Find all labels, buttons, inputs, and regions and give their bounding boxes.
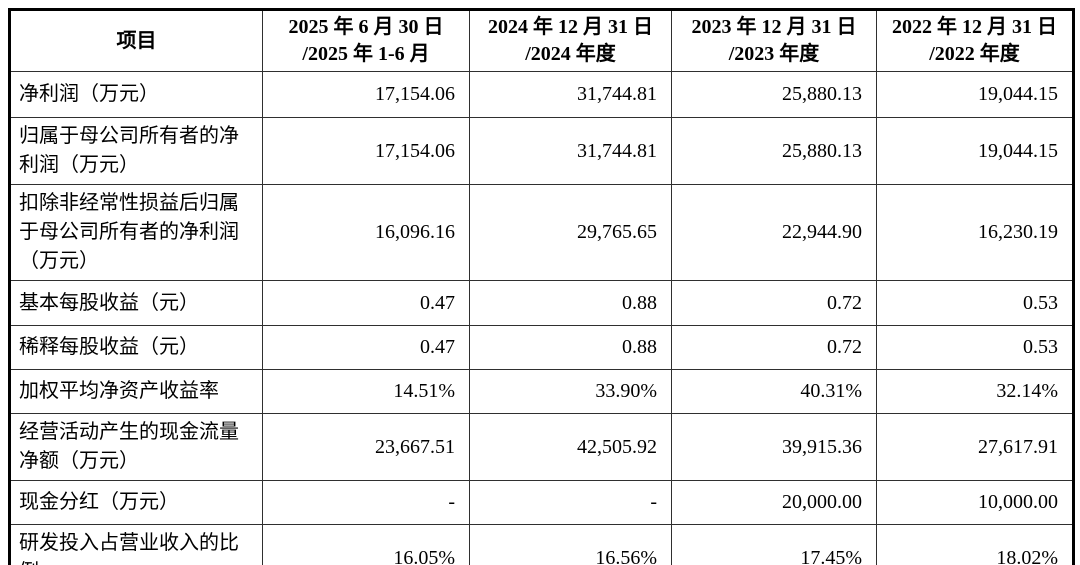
row-label: 加权平均净资产收益率	[9, 369, 263, 414]
header-cell-period-2022: 2022 年 12 月 31 日 /2022 年度	[876, 9, 1074, 72]
cell-value: 0.53	[876, 280, 1074, 326]
cell-value: 0.72	[671, 280, 877, 326]
header-cell-item: 项目	[9, 9, 263, 72]
cell-value: 31,744.81	[469, 117, 672, 185]
row-label: 扣除非经常性损益后归属于母公司所有者的净利润（万元）	[9, 184, 263, 281]
cell-value: 0.88	[469, 325, 672, 370]
table-row: 基本每股收益（元） 0.47 0.88 0.72 0.53	[9, 280, 1074, 326]
period-line2: /2023 年度	[728, 43, 820, 65]
cell-value: 16.56%	[469, 524, 672, 565]
financial-summary-table: 项目 2025 年 6 月 30 日 /2025 年 1-6 月 2024 年 …	[8, 8, 1075, 565]
header-cell-period-2024: 2024 年 12 月 31 日 /2024 年度	[469, 9, 672, 72]
period-line2: /2022 年度	[929, 43, 1020, 65]
cell-value: 0.53	[876, 325, 1074, 370]
cell-value: 19,044.15	[876, 117, 1074, 185]
period-line2: /2024 年度	[525, 43, 616, 65]
cell-value: 10,000.00	[876, 480, 1074, 525]
row-label: 净利润（万元）	[9, 71, 263, 118]
cell-value: 33.90%	[469, 369, 672, 414]
table-row: 现金分红（万元） - -20,000.00 10,000.00	[9, 480, 1074, 525]
period-line1: 2024 年 12 月 31 日	[488, 16, 653, 38]
cell-value: -	[469, 480, 672, 525]
cell-value: 20,000.00	[671, 480, 877, 525]
cell-value: 0.47	[262, 280, 470, 326]
header-cell-period-2025: 2025 年 6 月 30 日 /2025 年 1-6 月	[262, 9, 470, 72]
cell-value: 25,880.13	[671, 71, 877, 118]
header-cell-period-2023: 2023 年 12 月 31 日 /2023 年度	[671, 9, 877, 72]
cell-value: 0.88	[469, 280, 672, 326]
cell-value: 39,915.36	[671, 413, 877, 481]
cell-value: 0.72	[671, 325, 877, 370]
period-line1: 2022 年 12 月 31 日	[892, 16, 1057, 38]
cell-value: 17,154.06	[262, 71, 470, 118]
table-body: 净利润（万元） 17,154.06 31,744.81 25,880.13 19,044…	[9, 71, 1074, 565]
table-row: 研发投入占营业收入的比例16.05%16.56%17.45%18.02%	[9, 524, 1074, 565]
period-line1: 2023 年 12 月 31 日	[691, 16, 857, 38]
row-label: 归属于母公司所有者的净利润（万元）	[9, 117, 263, 185]
row-label: 研发投入占营业收入的比例	[9, 524, 263, 565]
row-label: 经营活动产生的现金流量净额（万元）	[9, 413, 263, 481]
table-row: 净利润（万元） 17,154.06 31,744.81 25,880.13 19,044…	[9, 71, 1074, 118]
cell-value: 17.45%	[671, 524, 877, 565]
cell-value: 42,505.92	[469, 413, 672, 481]
period-line1: 2025 年 6 月 30 日	[288, 16, 444, 38]
cell-value: 18.02%	[876, 524, 1074, 565]
cell-value: 17,154.06	[262, 117, 470, 185]
cell-value: 16,230.19	[876, 184, 1074, 281]
cell-value: 0.47	[262, 325, 470, 370]
table-header: 项目 2025 年 6 月 30 日 /2025 年 1-6 月 2024 年 …	[9, 9, 1074, 72]
cell-value: 16.05%	[262, 524, 470, 565]
table-row: 加权平均净资产收益率 14.51% 33.90% 40.31% 32.14%	[9, 369, 1074, 414]
header-item-label: 项目	[116, 29, 157, 52]
cell-value: 23,667.51	[262, 413, 470, 481]
cell-value: 16,096.16	[262, 184, 470, 281]
cell-value: 31,744.81	[469, 71, 672, 118]
cell-value: 27,617.91	[876, 413, 1074, 481]
cell-value: 40.31%	[671, 369, 877, 414]
cell-value: 14.51%	[262, 369, 470, 414]
cell-value: 32.14%	[876, 369, 1074, 414]
cell-value: 25,880.13	[671, 117, 877, 185]
cell-value: 19,044.15	[876, 71, 1074, 118]
row-label: 稀释每股收益（元）	[9, 325, 263, 370]
row-label: 基本每股收益（元）	[9, 280, 263, 326]
row-label: 现金分红（万元）	[9, 480, 263, 525]
cell-value: -	[262, 480, 470, 525]
table-row: 扣除非经常性损益后归属于母公司所有者的净利润（万元） 16,096.16 29,76…	[9, 184, 1074, 281]
header-row: 项目 2025 年 6 月 30 日 /2025 年 1-6 月 2024 年 …	[9, 9, 1074, 72]
cell-value: 29,765.65	[469, 184, 672, 281]
cell-value: 22,944.90	[671, 184, 877, 281]
table-row: 归属于母公司所有者的净利润（万元） 17,154.06 31,744.81 25,88…	[9, 117, 1074, 185]
period-line2: /2025 年 1-6 月	[302, 43, 430, 65]
table-row: 经营活动产生的现金流量净额（万元） 23,667.51 42,505.92 39,91…	[9, 413, 1074, 481]
table-row: 稀释每股收益（元） 0.47 0.88 0.72 0.53	[9, 325, 1074, 370]
